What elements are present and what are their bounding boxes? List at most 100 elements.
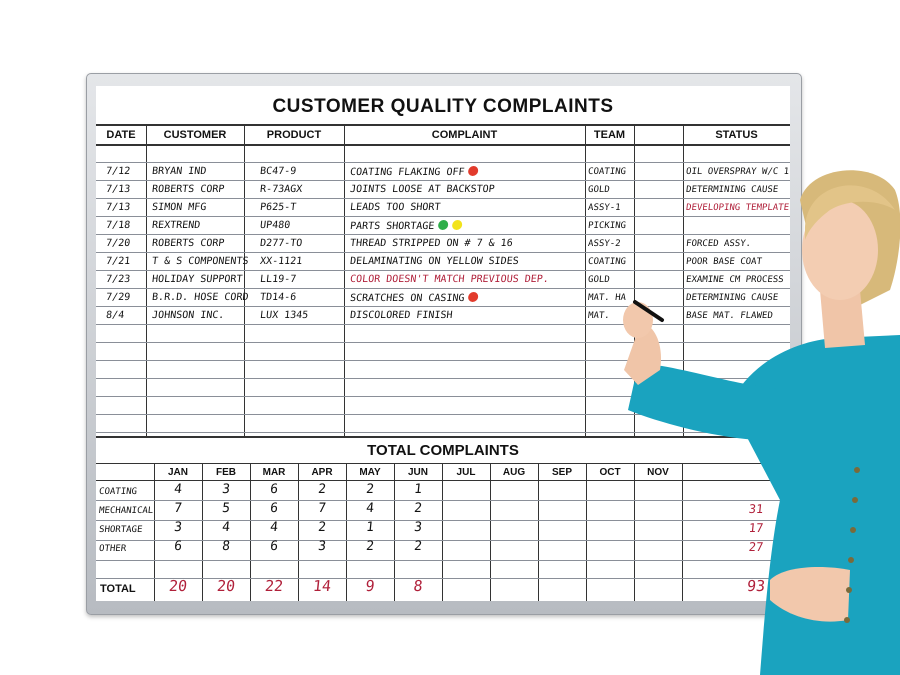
- rule: [538, 463, 539, 601]
- cell-product: LL19-7: [259, 274, 297, 285]
- row-rule: [96, 378, 790, 379]
- cell-date: 7/23: [105, 274, 131, 285]
- row-rule: [96, 270, 790, 271]
- total-label: TOTAL: [100, 583, 136, 595]
- month-count: 6: [269, 501, 279, 516]
- row-rule: [96, 288, 790, 289]
- cell-customer: REXTREND: [151, 220, 201, 231]
- cell-product: XX-1121: [259, 256, 303, 267]
- cell-complaint: COLOR DOESN'T MATCH PREVIOUS DEP.: [349, 274, 550, 285]
- cell-date: 7/13: [105, 202, 131, 213]
- month-count: 2: [317, 482, 327, 497]
- row-rule: [96, 560, 790, 561]
- month-count: 6: [269, 482, 279, 497]
- rule: [394, 463, 395, 601]
- row-rule: [96, 252, 790, 253]
- row-rule: [96, 306, 790, 307]
- cell-date: 8/4: [105, 310, 125, 321]
- row-rule: [96, 198, 790, 199]
- category-label: MECHANICAL: [98, 506, 154, 516]
- col-header-team: TEAM: [593, 129, 626, 141]
- col-header-status: STATUS: [715, 129, 758, 141]
- cell-customer: BRYAN IND: [151, 166, 207, 177]
- cell-customer: T & S COMPONENTS: [151, 256, 249, 267]
- month-total: 22: [264, 577, 284, 595]
- cell-date: 7/20: [105, 238, 131, 249]
- rule: [634, 124, 635, 436]
- month-count: 7: [173, 501, 183, 516]
- cell-date: 7/12: [105, 166, 131, 177]
- cell-date: 7/21: [105, 256, 131, 267]
- cell-product: LUX 1345: [259, 310, 309, 321]
- row-rule: [96, 180, 790, 181]
- cell-customer: JOHNSON INC.: [151, 310, 225, 321]
- month-header: AUG: [502, 467, 526, 478]
- row-rule: [96, 216, 790, 217]
- month-header: APR: [311, 467, 333, 478]
- month-header: JAN: [167, 467, 188, 478]
- category-label: OTHER: [98, 544, 127, 554]
- cell-complaint: THREAD STRIPPED ON # 7 & 16: [349, 238, 514, 249]
- rule: [442, 463, 443, 601]
- month-count: 2: [365, 482, 375, 497]
- rule: [490, 463, 491, 601]
- cell-team: GOLD: [587, 185, 611, 195]
- magnet-dot-icon: [451, 220, 463, 230]
- whiteboard: CUSTOMER QUALITY COMPLAINTS DATE CUSTOME…: [96, 86, 790, 601]
- cell-customer: ROBERTS CORP: [151, 184, 225, 195]
- cell-complaint: DELAMINATING ON YELLOW SIDES: [349, 256, 520, 267]
- month-count: 3: [413, 520, 423, 535]
- cell-date: 7/18: [105, 220, 131, 231]
- month-header: FEB: [216, 467, 236, 478]
- cell-customer: B.R.D. HOSE CORD: [151, 292, 249, 303]
- row-rule: [96, 162, 790, 163]
- magnet-dot-icon: [468, 292, 480, 302]
- month-count: 3: [173, 520, 183, 535]
- month-header: JUL: [456, 467, 476, 478]
- cell-complaint: COATING FLAKING OFF: [349, 166, 480, 179]
- totals-title: TOTAL COMPLAINTS: [367, 442, 519, 459]
- rule: [298, 463, 299, 601]
- rule: [96, 436, 790, 438]
- row-rule: [96, 360, 790, 361]
- row-rule: [96, 396, 790, 397]
- row-rule: [96, 500, 790, 501]
- month-header: SEP: [551, 467, 572, 478]
- month-count: 4: [269, 520, 279, 535]
- month-header: MAY: [359, 467, 381, 478]
- presenter-woman: [623, 170, 900, 675]
- row-rule: [96, 520, 790, 521]
- row-rule: [96, 234, 790, 235]
- cell-product: TD14-6: [259, 292, 297, 303]
- rule: [96, 463, 790, 464]
- col-header-customer: CUSTOMER: [163, 129, 227, 141]
- cell-product: BC47-9: [259, 166, 297, 177]
- cell-date: 7/29: [105, 292, 131, 303]
- month-count: 4: [221, 520, 231, 535]
- rule: [250, 463, 251, 601]
- magnet-dot-icon: [437, 220, 449, 230]
- month-count: 1: [413, 482, 423, 497]
- month-count: 2: [413, 539, 423, 554]
- row-rule: [96, 324, 790, 325]
- cell-product: R-73AGX: [259, 184, 303, 195]
- month-total: 8: [412, 577, 424, 595]
- month-total: 20: [216, 577, 236, 595]
- board-title: CUSTOMER QUALITY COMPLAINTS: [272, 96, 614, 117]
- row-rule: [96, 540, 790, 541]
- cell-product: D277-TO: [259, 238, 303, 249]
- cell-complaint: SCRATCHES ON CASING: [349, 292, 480, 305]
- category-label: COATING: [98, 487, 138, 497]
- rule: [96, 480, 790, 481]
- cell-customer: HOLIDAY SUPPORT: [151, 274, 243, 285]
- cell-complaint: PARTS SHORTAGE: [349, 220, 463, 233]
- magnet-dot-icon: [468, 166, 480, 176]
- month-total: 20: [168, 577, 188, 595]
- cell-team: GOLD: [587, 275, 611, 285]
- month-count: 5: [221, 501, 231, 516]
- rule: [96, 124, 790, 126]
- rule: [96, 144, 790, 146]
- cell-customer: SIMON MFG: [151, 202, 207, 213]
- month-count: 8: [221, 539, 231, 554]
- month-count: 3: [317, 539, 327, 554]
